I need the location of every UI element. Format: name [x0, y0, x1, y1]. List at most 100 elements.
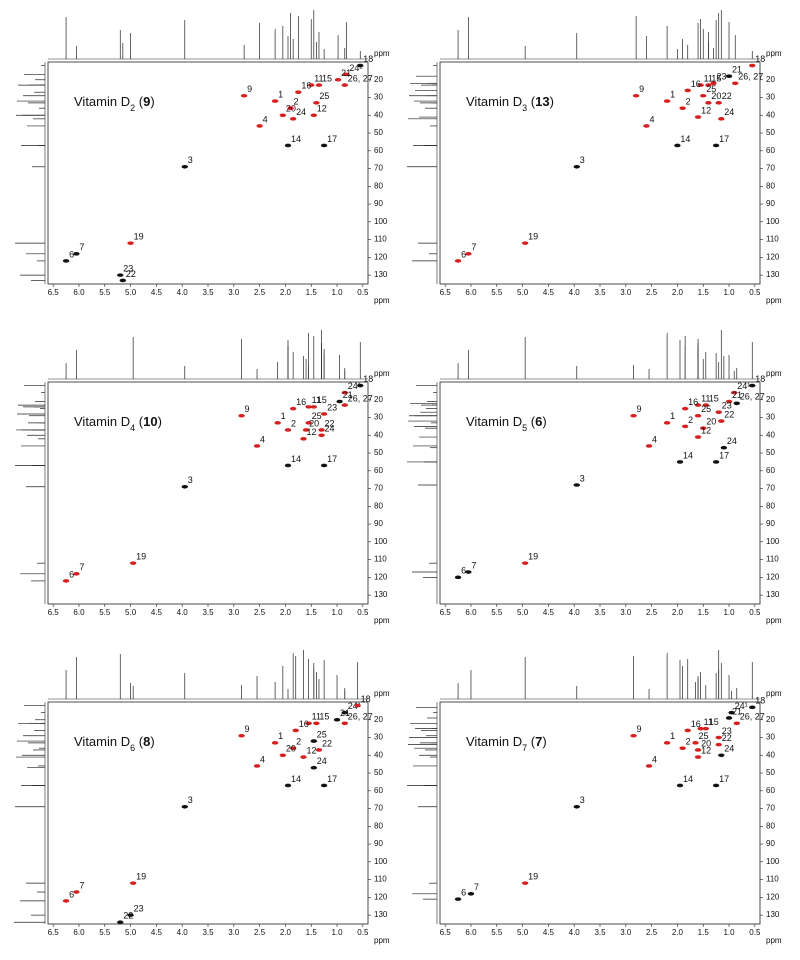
panel-title: Vitamin D7 (7) — [466, 734, 547, 753]
peak-label: 18 — [755, 696, 765, 706]
cross-peak — [663, 421, 671, 425]
peak-label: 12 — [306, 745, 316, 755]
x-tick-label: 5.0 — [125, 608, 137, 617]
peak-label: 4 — [652, 434, 657, 444]
y-tick-label: 80 — [766, 181, 775, 190]
cross-peak — [343, 72, 350, 77]
peak-label: 11 — [314, 73, 323, 83]
cross-peak — [720, 445, 728, 450]
x-tick-label: 5.5 — [491, 288, 503, 297]
x-axis-label: ppm — [766, 616, 782, 625]
cross-peak — [715, 410, 722, 414]
y-tick-label: 60 — [766, 146, 775, 155]
peak-label: 1 — [278, 89, 283, 99]
peak-label: 26, 27 — [740, 712, 765, 722]
y-tick-label: 90 — [374, 519, 383, 528]
peak-label: 20 — [701, 738, 711, 748]
peak-label: 11 — [312, 395, 321, 405]
cross-peak — [295, 90, 302, 94]
peak-label: 19 — [134, 232, 144, 242]
cross-peak — [279, 113, 287, 118]
peak-label: 7 — [471, 242, 476, 252]
cross-peak — [454, 897, 462, 901]
y-tick-label: 80 — [766, 501, 775, 510]
peak-label: 1 — [278, 731, 283, 741]
y-tick-label: 60 — [374, 146, 383, 155]
cross-peak — [718, 419, 725, 423]
cross-peak — [284, 143, 292, 148]
x-axis-label: ppm — [374, 296, 390, 305]
peak-label: 2 — [686, 97, 691, 107]
x-tick-label: 5.0 — [125, 928, 137, 937]
x-tick-label: 0.5 — [749, 608, 761, 617]
peak-label: 24¹ — [348, 381, 361, 391]
peak-label: 24¹ — [348, 701, 361, 711]
x-tick-label: 4.5 — [543, 608, 555, 617]
cross-peak — [320, 463, 328, 468]
y-axis-label: ppm — [374, 369, 390, 378]
y-tick-label: 40 — [374, 750, 383, 759]
cross-peak — [676, 783, 684, 788]
peak-label: 19 — [528, 232, 538, 242]
peak-label: 22 — [126, 269, 136, 279]
x-axis-label: ppm — [374, 616, 390, 625]
title-part: Vitamin D — [74, 414, 130, 429]
peak-label: 17 — [327, 774, 337, 784]
cross-peak — [117, 920, 124, 925]
peak-label: 11 — [704, 717, 713, 727]
cross-peak — [467, 892, 475, 896]
x-tick-label: 5.5 — [491, 608, 503, 617]
peak-label: 2 — [294, 97, 299, 107]
cross-peak — [521, 561, 529, 565]
cross-peak — [320, 783, 328, 788]
y-tick-label: 70 — [766, 484, 775, 493]
x-axis-label: ppm — [374, 936, 390, 945]
title-part: Vitamin D — [74, 734, 130, 749]
peak-label: 20 — [309, 418, 319, 428]
cross-peak — [354, 703, 361, 708]
x-tick-label: 1.5 — [306, 928, 318, 937]
y-tick-label: 120 — [374, 252, 388, 261]
cross-peak — [62, 259, 70, 263]
cross-peak — [694, 115, 702, 119]
x-tick-label: 1.0 — [331, 288, 343, 297]
cross-peak — [749, 705, 756, 710]
peak-label: 26, 27 — [348, 73, 373, 83]
y-axis-label: ppm — [766, 689, 782, 698]
cross-peak — [679, 746, 686, 750]
cross-peak — [238, 413, 245, 418]
cross-peak — [454, 575, 462, 580]
peak-label: 9 — [637, 404, 642, 414]
y-tick-label: 20 — [374, 715, 383, 724]
peak-label: 21 — [732, 65, 742, 75]
cross-peak — [127, 241, 134, 245]
peak-label: 9 — [245, 404, 250, 414]
cross-peak — [333, 717, 341, 722]
cross-peak — [630, 733, 637, 738]
y-tick-label: 60 — [766, 786, 775, 795]
peak-label: 4 — [260, 434, 265, 444]
peak-label: 14 — [291, 454, 301, 464]
cross-peak — [313, 101, 320, 105]
y-tick-label: 130 — [766, 270, 780, 279]
peak-label: 12 — [701, 745, 711, 755]
x-tick-label: 2.5 — [646, 288, 658, 297]
cross-peak — [300, 755, 307, 759]
x-tick-label: 3.5 — [594, 928, 606, 937]
x-tick-label: 2.0 — [280, 928, 292, 937]
peak-label: 3 — [580, 155, 585, 165]
cross-peak — [357, 63, 364, 68]
x-tick-label: 2.0 — [672, 608, 684, 617]
peak-label: 24 — [724, 744, 734, 754]
x-tick-label: 4.5 — [543, 928, 555, 937]
y-tick-label: 100 — [374, 857, 388, 866]
x-tick-label: 1.5 — [306, 288, 318, 297]
title-part: 13 — [535, 94, 549, 109]
cross-peak — [302, 428, 310, 432]
peak-label: 24¹ — [349, 63, 362, 73]
x-tick-label: 6.5 — [440, 288, 452, 297]
y-tick-label: 40 — [766, 750, 775, 759]
x-tick-label: 6.5 — [48, 288, 60, 297]
panel-title: Vitamin D2 (9) — [74, 94, 155, 113]
peak-label: 21 — [341, 68, 351, 78]
